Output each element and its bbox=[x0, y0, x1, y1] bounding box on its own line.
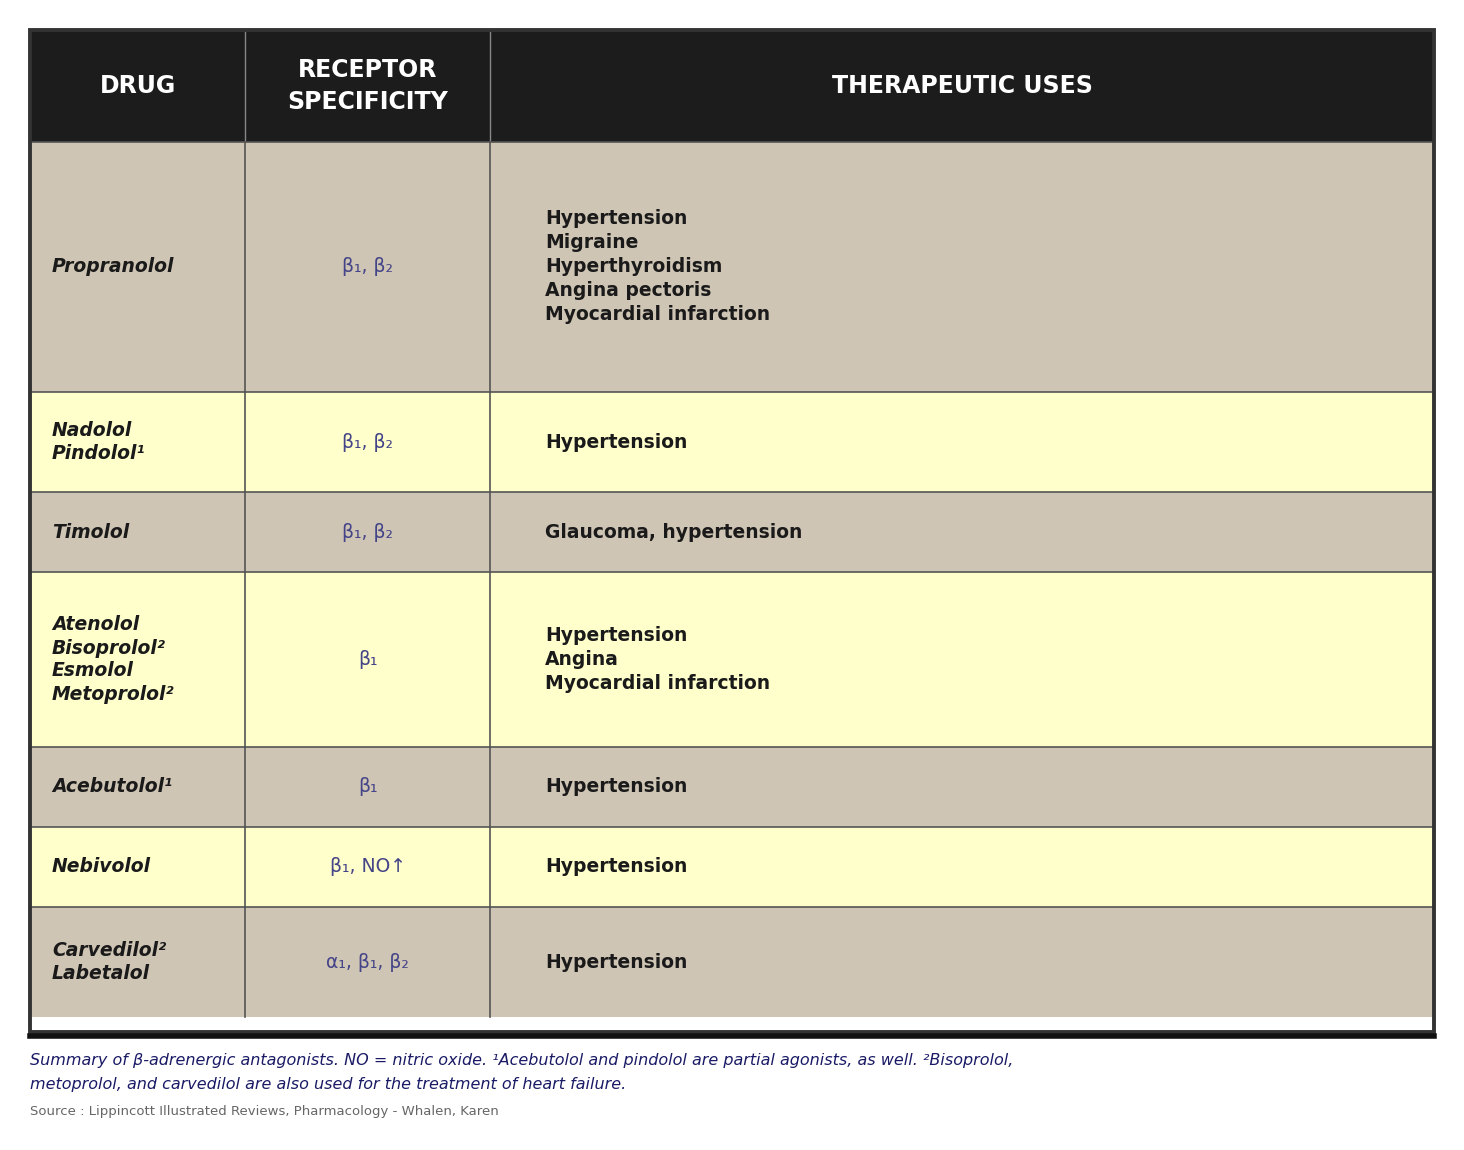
Text: Hypertension: Hypertension bbox=[545, 432, 688, 452]
Text: Myocardial infarction: Myocardial infarction bbox=[545, 674, 770, 693]
Text: Carvedilol²: Carvedilol² bbox=[53, 941, 167, 960]
Text: Hypertension: Hypertension bbox=[545, 626, 688, 645]
Text: Metoprolol²: Metoprolol² bbox=[53, 684, 174, 704]
Text: Myocardial infarction: Myocardial infarction bbox=[545, 306, 770, 324]
Text: Angina: Angina bbox=[545, 650, 619, 669]
Text: Summary of β-adrenergic antagonists. NO = nitric oxide. ¹Acebutolol and pindolol: Summary of β-adrenergic antagonists. NO … bbox=[29, 1052, 1013, 1067]
Text: Pindolol¹: Pindolol¹ bbox=[53, 444, 145, 463]
Text: Labetalol: Labetalol bbox=[53, 964, 149, 983]
Text: Timolol: Timolol bbox=[53, 522, 129, 542]
Text: β₁, NO↑: β₁, NO↑ bbox=[329, 858, 406, 876]
Text: metoprolol, and carvedilol are also used for the treatment of heart failure.: metoprolol, and carvedilol are also used… bbox=[29, 1076, 627, 1091]
Text: Hyperthyroidism: Hyperthyroidism bbox=[545, 258, 722, 276]
Text: THERAPEUTIC USES: THERAPEUTIC USES bbox=[832, 74, 1092, 98]
Bar bbox=[29, 141, 1435, 392]
Text: RECEPTOR
SPECIFICITY: RECEPTOR SPECIFICITY bbox=[287, 59, 448, 114]
Text: Nebivolol: Nebivolol bbox=[53, 858, 151, 876]
Bar bbox=[29, 748, 1435, 827]
Bar bbox=[29, 30, 1435, 141]
Text: Hypertension: Hypertension bbox=[545, 209, 688, 229]
Text: Propranolol: Propranolol bbox=[53, 258, 174, 276]
Text: Glaucoma, hypertension: Glaucoma, hypertension bbox=[545, 522, 802, 542]
Bar bbox=[29, 392, 1435, 492]
Text: Esmolol: Esmolol bbox=[53, 661, 133, 681]
Text: Migraine: Migraine bbox=[545, 233, 638, 253]
Text: Acebutolol¹: Acebutolol¹ bbox=[53, 777, 173, 797]
Text: Hypertension: Hypertension bbox=[545, 952, 688, 972]
Text: β₁, β₂: β₁, β₂ bbox=[343, 522, 392, 542]
Text: β₁, β₂: β₁, β₂ bbox=[343, 258, 392, 276]
Bar bbox=[29, 572, 1435, 748]
Bar bbox=[29, 30, 1435, 1032]
Bar bbox=[29, 827, 1435, 907]
Text: α₁, β₁, β₂: α₁, β₁, β₂ bbox=[326, 952, 408, 972]
Bar bbox=[29, 907, 1435, 1017]
Text: Hypertension: Hypertension bbox=[545, 858, 688, 876]
Text: β₁: β₁ bbox=[357, 777, 378, 797]
Text: Hypertension: Hypertension bbox=[545, 777, 688, 797]
Text: Bisoprolol²: Bisoprolol² bbox=[53, 638, 165, 658]
Text: DRUG: DRUG bbox=[100, 74, 176, 98]
Text: β₁, β₂: β₁, β₂ bbox=[343, 432, 392, 452]
Text: Source : Lippincott Illustrated Reviews, Pharmacology - Whalen, Karen: Source : Lippincott Illustrated Reviews,… bbox=[29, 1105, 499, 1119]
Bar bbox=[29, 492, 1435, 572]
Text: Atenolol: Atenolol bbox=[53, 615, 139, 635]
Text: Angina pectoris: Angina pectoris bbox=[545, 282, 712, 300]
Text: β₁: β₁ bbox=[357, 650, 378, 669]
Text: Nadolol: Nadolol bbox=[53, 421, 132, 440]
